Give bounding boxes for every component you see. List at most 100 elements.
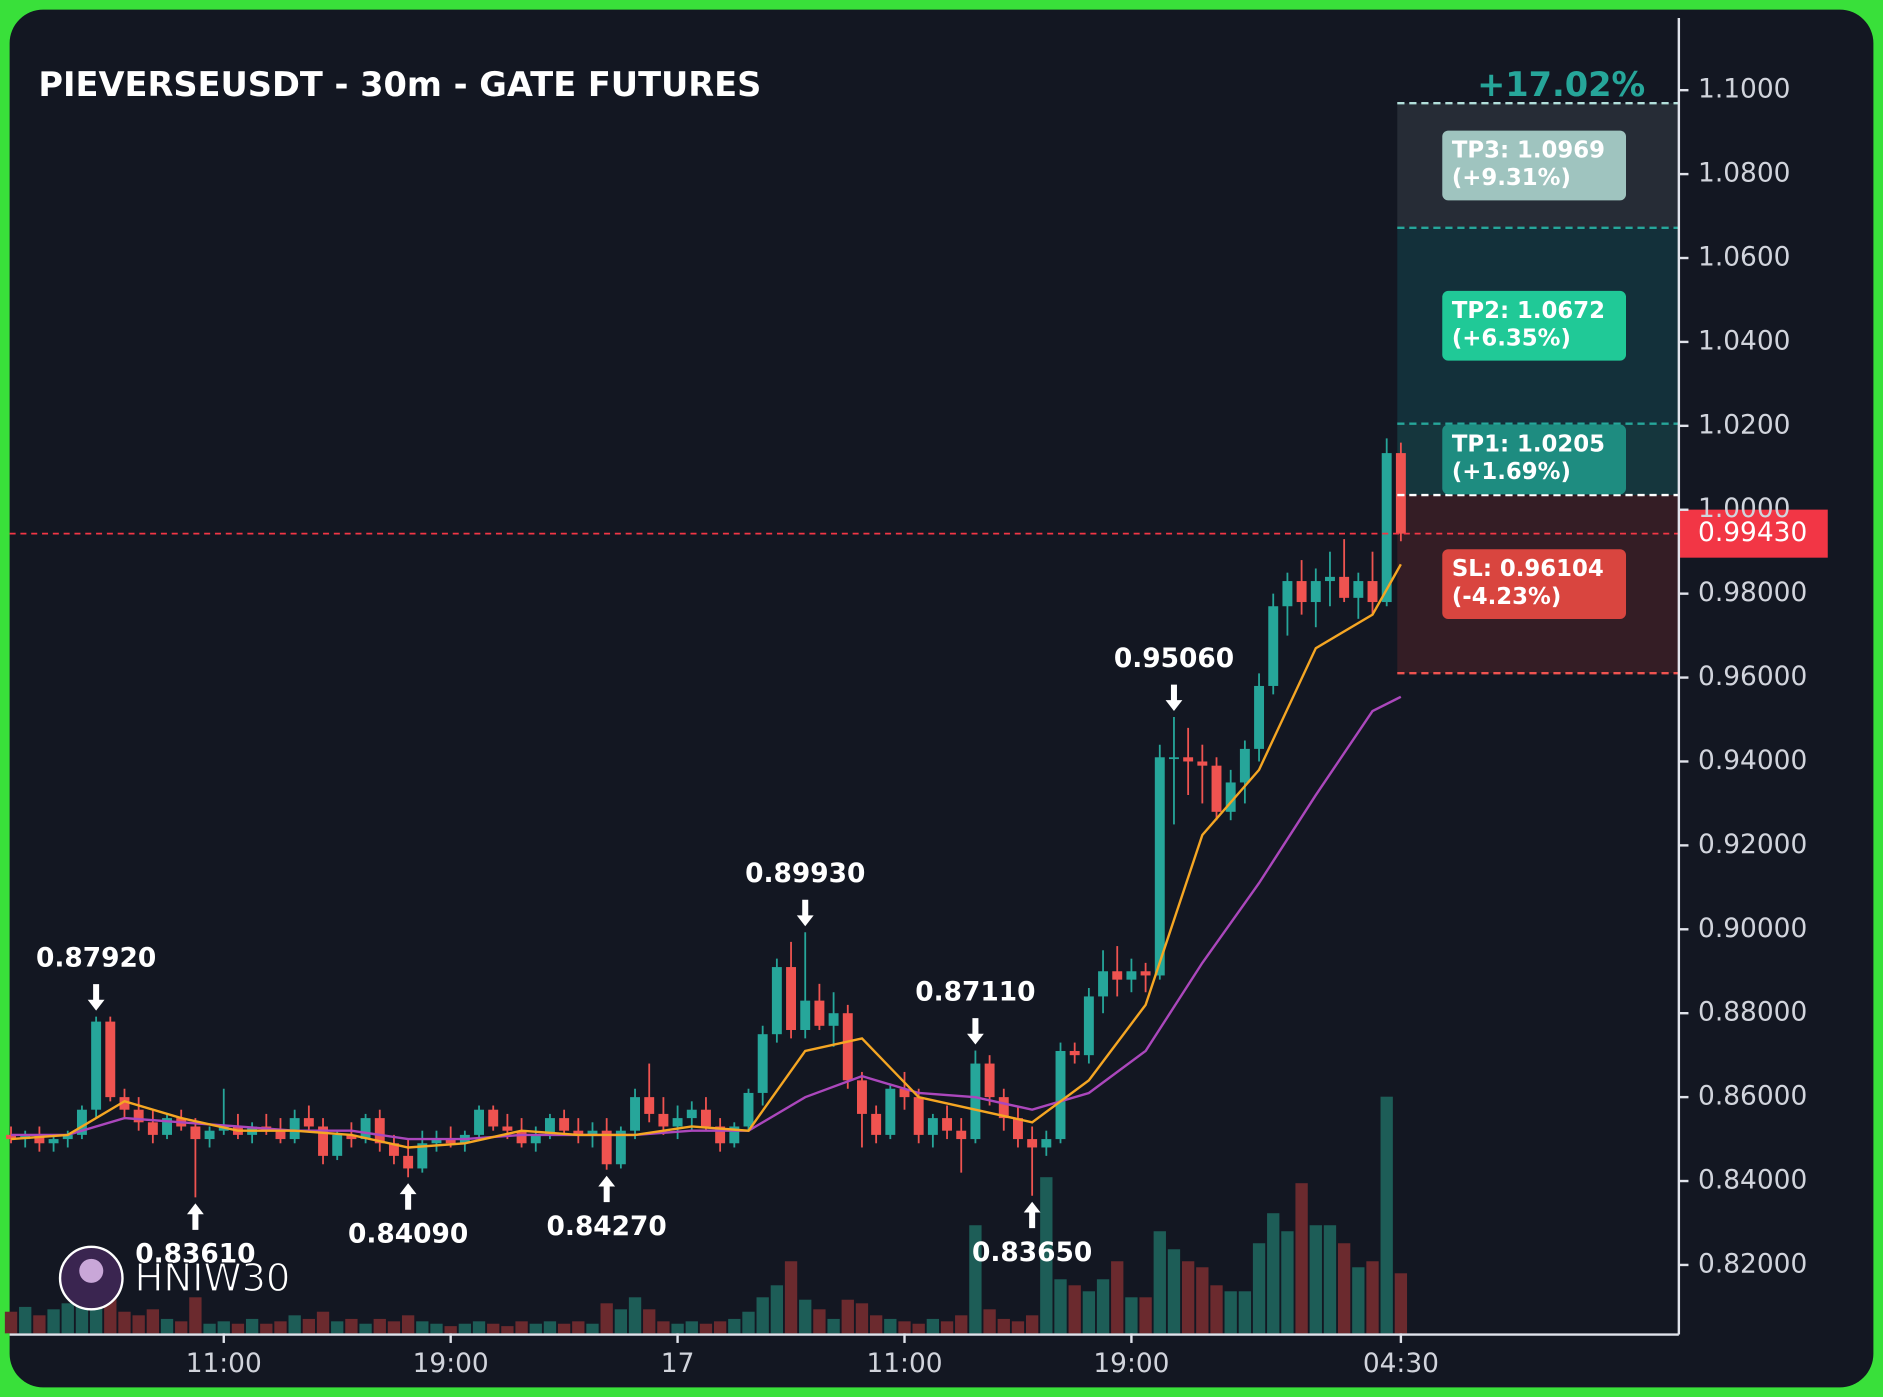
level-label: SL: 0.96104 (1452, 556, 1604, 582)
candle-body (204, 1130, 215, 1140)
volume-bar (203, 1323, 216, 1334)
x-tick-label: 04:30 (1363, 1348, 1439, 1379)
level-label: TP1: 1.0205 (1452, 431, 1605, 457)
chart-title: PIEVERSEUSDT - 30m - GATE FUTURES (38, 65, 761, 104)
y-tick-label: 0.82000 (1698, 1248, 1807, 1279)
level-box (1442, 290, 1627, 361)
candle-body (1254, 685, 1265, 749)
volume-bar (799, 1299, 812, 1334)
volume-bar (983, 1309, 996, 1334)
annotation-label: 0.83610 (135, 1239, 255, 1270)
volume-bar (345, 1318, 358, 1334)
candle-body (913, 1097, 924, 1135)
volume-bar (657, 1321, 670, 1334)
candle-body (1239, 748, 1250, 783)
candle-body (984, 1063, 995, 1098)
total-gain: +17.02% (1477, 65, 1645, 104)
y-tick-label: 0.92000 (1698, 829, 1807, 860)
volume-bar (855, 1303, 869, 1334)
volume-bar (756, 1297, 769, 1334)
x-tick-label: 11:00 (866, 1348, 942, 1379)
candle-body (105, 1021, 116, 1098)
candle-body (1098, 971, 1109, 997)
volume-bar (175, 1321, 188, 1334)
candle-body (1339, 576, 1350, 598)
candle-body (1012, 1118, 1023, 1140)
volume-bar (1181, 1261, 1195, 1334)
volume-bar (1252, 1243, 1266, 1334)
volume-bar (1167, 1249, 1181, 1334)
y-tick-label: 1.1000 (1698, 74, 1790, 105)
candle-body (672, 1118, 683, 1127)
candle-body (1325, 576, 1335, 582)
candle-body (374, 1118, 385, 1144)
level-label: TP2: 1.0672 (1452, 298, 1605, 324)
candle-body (630, 1097, 641, 1131)
volume-bar (728, 1318, 741, 1334)
candle-body (828, 1013, 839, 1026)
volume-bar (515, 1321, 528, 1334)
volume-bar (926, 1318, 940, 1334)
volume-bar (898, 1321, 911, 1334)
level-label: TP3: 1.0969 (1452, 138, 1605, 164)
volume-bar (572, 1321, 585, 1334)
candle-body (119, 1097, 130, 1110)
y-tick-label: 0.84000 (1698, 1165, 1807, 1196)
candle-body (644, 1097, 655, 1114)
candle-body (488, 1109, 499, 1127)
annotation-arrow (598, 1175, 616, 1203)
candle-body (403, 1155, 414, 1169)
candle-body (771, 967, 782, 1035)
volume-bar (1380, 1096, 1393, 1334)
candle-body (360, 1118, 371, 1140)
x-tick-label: 11:00 (186, 1348, 262, 1379)
volume-bar (316, 1311, 330, 1334)
volume-bar (1323, 1225, 1337, 1334)
volume-bar (1224, 1291, 1237, 1334)
annotation-label: 0.87110 (915, 976, 1035, 1007)
candle-body (1126, 971, 1137, 980)
volume-bar (1281, 1231, 1294, 1334)
candle-body (885, 1088, 896, 1135)
volume-bar (614, 1309, 628, 1334)
candle-body (48, 1139, 59, 1144)
candle-body (76, 1109, 87, 1135)
volume-bar (1366, 1261, 1379, 1334)
volume-bar (359, 1323, 372, 1334)
candle-body (502, 1126, 513, 1131)
volume-bar (401, 1315, 415, 1334)
annotation-arrow (967, 1018, 984, 1045)
candle-body (530, 1134, 541, 1144)
volume-bar (1011, 1321, 1025, 1334)
candle-body (1211, 765, 1222, 812)
y-tick-label: 0.96000 (1698, 661, 1807, 692)
volume-bar (543, 1321, 557, 1334)
volume-bar (189, 1297, 202, 1334)
volume-bar (1068, 1285, 1081, 1334)
candle-body (856, 1080, 867, 1114)
candle-body (62, 1134, 73, 1140)
candle-body (998, 1097, 1009, 1119)
annotation-label: 0.84270 (547, 1211, 667, 1242)
candle-body (1027, 1139, 1038, 1148)
volume-bar (955, 1315, 968, 1334)
y-tick-label: 0.94000 (1698, 745, 1807, 776)
plot (6, 438, 1406, 1198)
candle-body (91, 1021, 102, 1110)
volume-bar (373, 1318, 386, 1334)
y-tick-label: 0.98000 (1698, 577, 1807, 608)
candle-body (289, 1118, 300, 1140)
volume-bar (1111, 1261, 1124, 1334)
candle-body (516, 1130, 527, 1144)
candle-body (1268, 606, 1279, 686)
candle-body (1154, 757, 1165, 976)
candle-body (1055, 1050, 1066, 1140)
annotation-label: 0.84090 (348, 1218, 468, 1249)
candle-body (303, 1118, 314, 1127)
candle-body (800, 1000, 811, 1030)
volume-bar (1352, 1267, 1365, 1334)
candle-body (1069, 1050, 1080, 1056)
volume-bar (997, 1318, 1010, 1334)
volume-bar (274, 1321, 287, 1334)
candle-body (474, 1109, 485, 1135)
